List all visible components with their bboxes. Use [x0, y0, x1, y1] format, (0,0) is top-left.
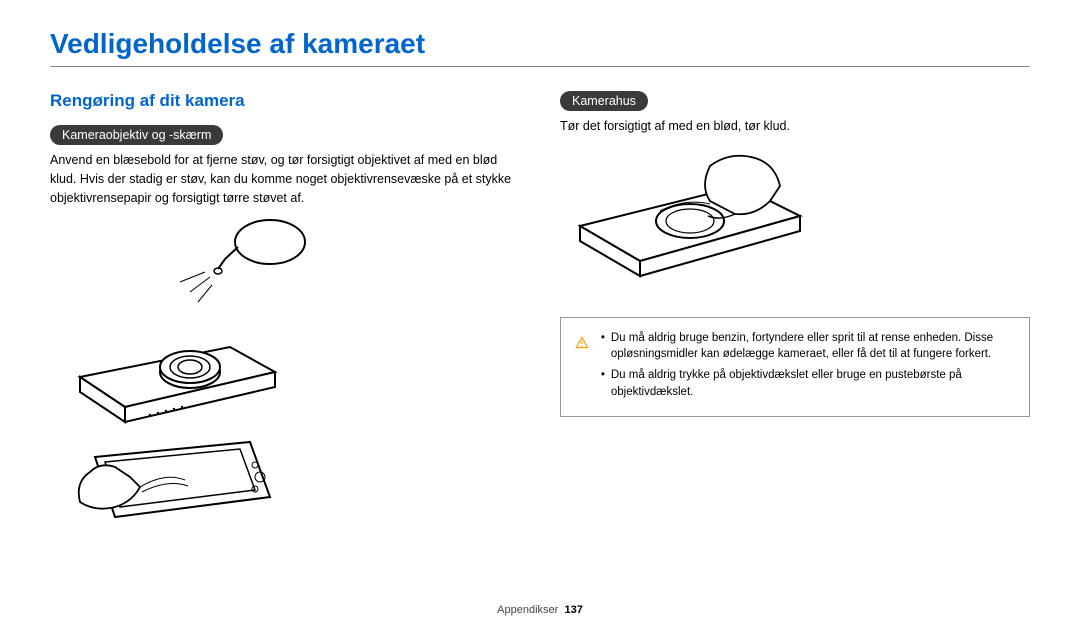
caution-item: Du må aldrig bruge benzin, fortyndere el… [601, 330, 1015, 363]
section-heading: Rengøring af dit kamera [50, 91, 520, 111]
page-number: 137 [564, 604, 582, 616]
body-label: Kamerahus [560, 91, 648, 111]
right-column: Kamerahus Tør det forsigtigt af med en b… [560, 91, 1030, 532]
page-title: Vedligeholdelse af kameraet [50, 28, 1030, 67]
footer-label: Appendikser [497, 604, 558, 616]
content-columns: Rengøring af dit kamera Kameraobjektiv o… [50, 91, 1030, 532]
caution-box: Du må aldrig bruge benzin, fortyndere el… [560, 317, 1030, 418]
caution-list: Du må aldrig bruge benzin, fortyndere el… [601, 330, 1015, 405]
warning-icon [575, 330, 589, 356]
body-instructions: Tør det forsigtigt af med en blød, tør k… [560, 117, 1030, 136]
lens-screen-label: Kameraobjektiv og -skærm [50, 125, 223, 145]
wipe-body-illustration [560, 146, 1030, 301]
caution-item: Du må aldrig trykke på objektivdækslet e… [601, 367, 1015, 400]
blower-camera-illustration [50, 217, 520, 532]
left-column: Rengøring af dit kamera Kameraobjektiv o… [50, 91, 520, 532]
lens-instructions: Anvend en blæsebold for at fjerne støv, … [50, 151, 520, 207]
page-footer: Appendikser 137 [0, 604, 1080, 616]
